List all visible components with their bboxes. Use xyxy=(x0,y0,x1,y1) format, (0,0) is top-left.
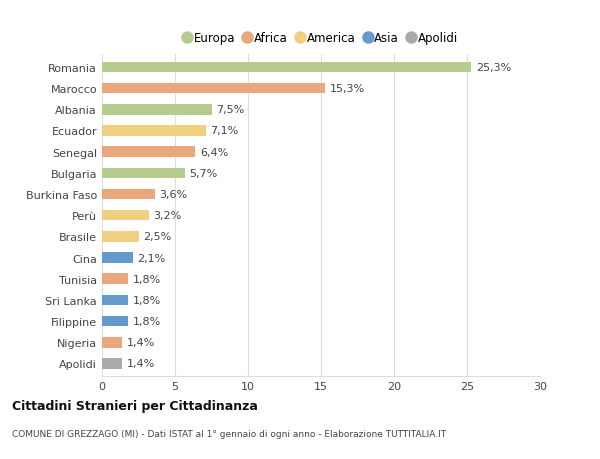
Bar xyxy=(102,62,472,73)
Bar xyxy=(102,358,122,369)
Bar xyxy=(102,147,196,157)
Text: 3,2%: 3,2% xyxy=(153,211,181,221)
Text: 1,8%: 1,8% xyxy=(133,316,161,326)
Bar xyxy=(102,253,133,263)
Text: 1,8%: 1,8% xyxy=(133,274,161,284)
Text: 2,1%: 2,1% xyxy=(137,253,165,263)
Bar xyxy=(102,210,149,221)
Bar xyxy=(102,84,325,94)
Bar xyxy=(102,168,185,179)
Text: 15,3%: 15,3% xyxy=(330,84,365,94)
Text: 7,1%: 7,1% xyxy=(210,126,238,136)
Bar xyxy=(102,295,128,306)
Text: 2,5%: 2,5% xyxy=(143,232,171,242)
Text: Cittadini Stranieri per Cittadinanza: Cittadini Stranieri per Cittadinanza xyxy=(12,399,258,412)
Text: 5,7%: 5,7% xyxy=(190,168,218,179)
Bar xyxy=(102,189,155,200)
Bar xyxy=(102,126,206,136)
Text: 1,4%: 1,4% xyxy=(127,337,155,347)
Bar xyxy=(102,316,128,327)
Text: COMUNE DI GREZZAGO (MI) - Dati ISTAT al 1° gennaio di ogni anno - Elaborazione T: COMUNE DI GREZZAGO (MI) - Dati ISTAT al … xyxy=(12,429,446,438)
Text: 1,4%: 1,4% xyxy=(127,358,155,369)
Text: 3,6%: 3,6% xyxy=(159,190,187,200)
Text: 25,3%: 25,3% xyxy=(476,63,511,73)
Bar xyxy=(102,337,122,348)
Bar xyxy=(102,274,128,285)
Text: 7,5%: 7,5% xyxy=(216,105,244,115)
Bar xyxy=(102,105,212,115)
Legend: Europa, Africa, America, Asia, Apolidi: Europa, Africa, America, Asia, Apolidi xyxy=(181,29,461,49)
Bar xyxy=(102,232,139,242)
Text: 6,4%: 6,4% xyxy=(200,147,228,157)
Text: 1,8%: 1,8% xyxy=(133,295,161,305)
